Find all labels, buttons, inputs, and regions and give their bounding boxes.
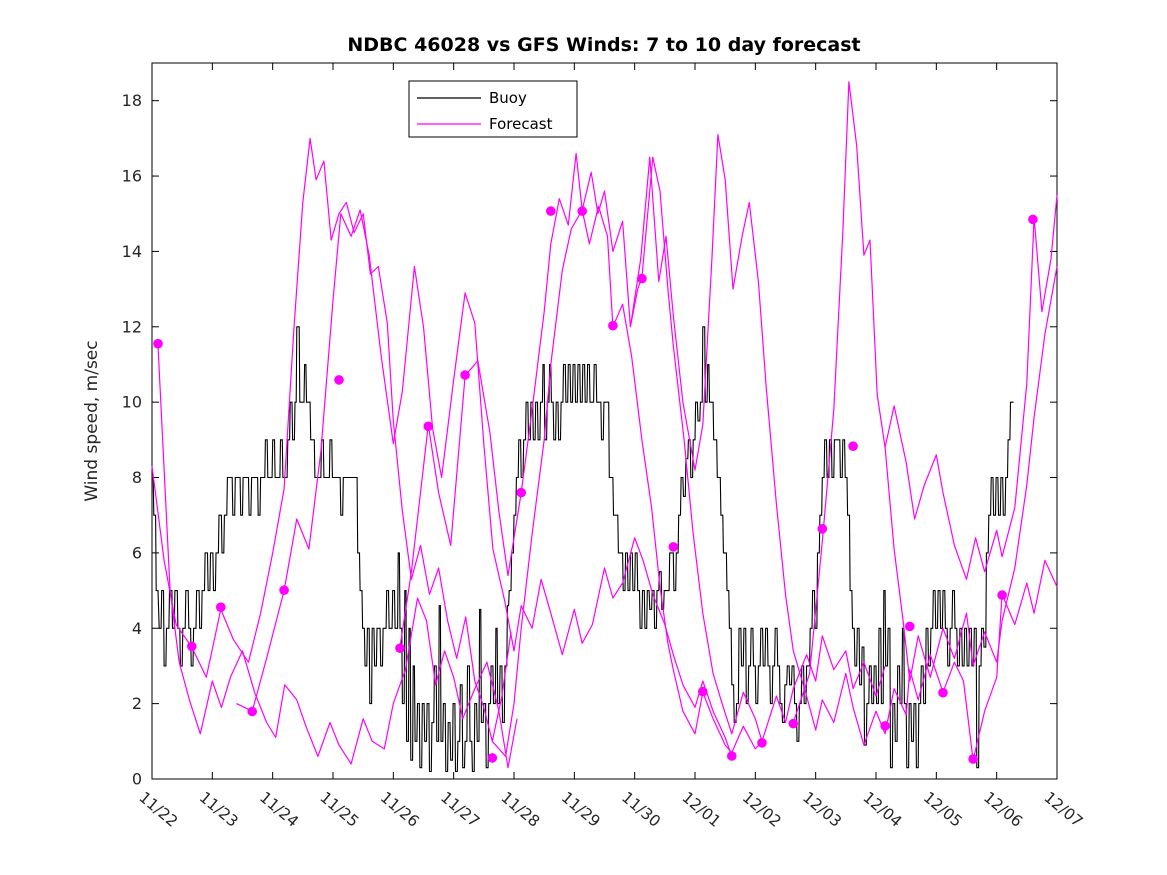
forecast-marker <box>187 641 197 652</box>
series-layer <box>151 81 1058 773</box>
legend-forecast-label: Forecast <box>489 115 553 133</box>
y-tick-label: 0 <box>132 770 142 789</box>
x-tick-label: 11/28 <box>497 788 543 831</box>
forecast-line <box>151 137 512 742</box>
y-tick-label: 14 <box>122 242 142 261</box>
forecast-marker <box>334 375 344 385</box>
forecast-marker <box>880 721 890 731</box>
y-tick-label: 8 <box>132 468 142 487</box>
forecast-marker <box>968 754 978 764</box>
forecast-line <box>491 156 886 758</box>
forecast-marker <box>668 542 679 552</box>
forecast-marker <box>216 602 226 612</box>
axes-layer: 11/22 11/23 11/24 11/25 11/26 11/27 11/28 11/29… <box>122 62 1086 831</box>
forecast-marker <box>848 441 858 452</box>
forecast-marker <box>577 206 587 216</box>
forecast-marker <box>788 718 799 729</box>
y-axis-label: Wind speed, m/sec <box>82 340 102 501</box>
x-tick-label: 11/26 <box>377 788 423 831</box>
forecast-line <box>157 345 518 769</box>
forecast-line <box>399 152 763 754</box>
forecast-marker <box>423 421 434 432</box>
y-tick-label: 6 <box>132 543 142 562</box>
forecast-line <box>792 81 1058 723</box>
x-tick-label: 12/07 <box>1040 788 1086 831</box>
forecast-marker <box>727 751 737 761</box>
x-tick-label: 11/29 <box>558 788 604 831</box>
y-tick-label: 10 <box>122 393 142 412</box>
legend-box <box>408 80 578 138</box>
forecast-marker <box>516 487 526 498</box>
forecast-marker <box>997 590 1007 600</box>
forecast-marker <box>698 686 708 697</box>
forecast-line <box>884 194 1058 580</box>
forecast-marker <box>608 320 618 331</box>
x-tick-label: 12/03 <box>799 788 845 831</box>
y-tick-label: 2 <box>132 694 142 713</box>
x-tick-label: 11/23 <box>196 788 242 831</box>
y-tick-label: 18 <box>122 91 142 110</box>
legend-buoy-label: Buoy <box>489 89 527 107</box>
forecast-line <box>629 134 1058 761</box>
forecast-marker <box>279 585 289 595</box>
y-tick-label: 12 <box>122 317 142 336</box>
x-tick-label: 12/01 <box>678 788 724 831</box>
forecast-marker <box>546 206 556 216</box>
forecast-marker <box>757 738 767 748</box>
x-tick-label: 11/25 <box>316 788 362 831</box>
x-tick-label: 12/04 <box>859 788 905 831</box>
x-tick-label: 11/24 <box>256 788 302 831</box>
forecast-marker <box>938 687 948 698</box>
forecast-marker <box>817 524 828 534</box>
chart-title: NDBC 46028 vs GFS Winds: 7 to 10 day for… <box>347 34 860 56</box>
plot-frame <box>151 62 1058 780</box>
forecast-marker <box>487 753 498 763</box>
forecast-marker <box>1028 214 1038 225</box>
x-tick-label: 12/06 <box>980 788 1026 831</box>
x-tick-label: 12/02 <box>739 788 785 831</box>
y-tick-label: 16 <box>122 167 142 186</box>
forecast-line <box>236 209 733 757</box>
forecast-marker <box>637 273 647 284</box>
forecast-marker <box>395 643 405 653</box>
forecast-marker <box>247 706 257 717</box>
x-tick-label: 11/27 <box>437 788 483 831</box>
x-tick-label: 11/30 <box>618 788 664 831</box>
y-tick-label: 4 <box>132 619 142 638</box>
forecast-marker <box>905 621 915 632</box>
forecast-marker <box>153 338 163 349</box>
x-tick-label: 11/22 <box>135 788 181 831</box>
x-tick-label: 12/05 <box>920 788 966 831</box>
legend: Buoy Forecast <box>408 80 578 138</box>
forecast-marker <box>460 370 470 380</box>
